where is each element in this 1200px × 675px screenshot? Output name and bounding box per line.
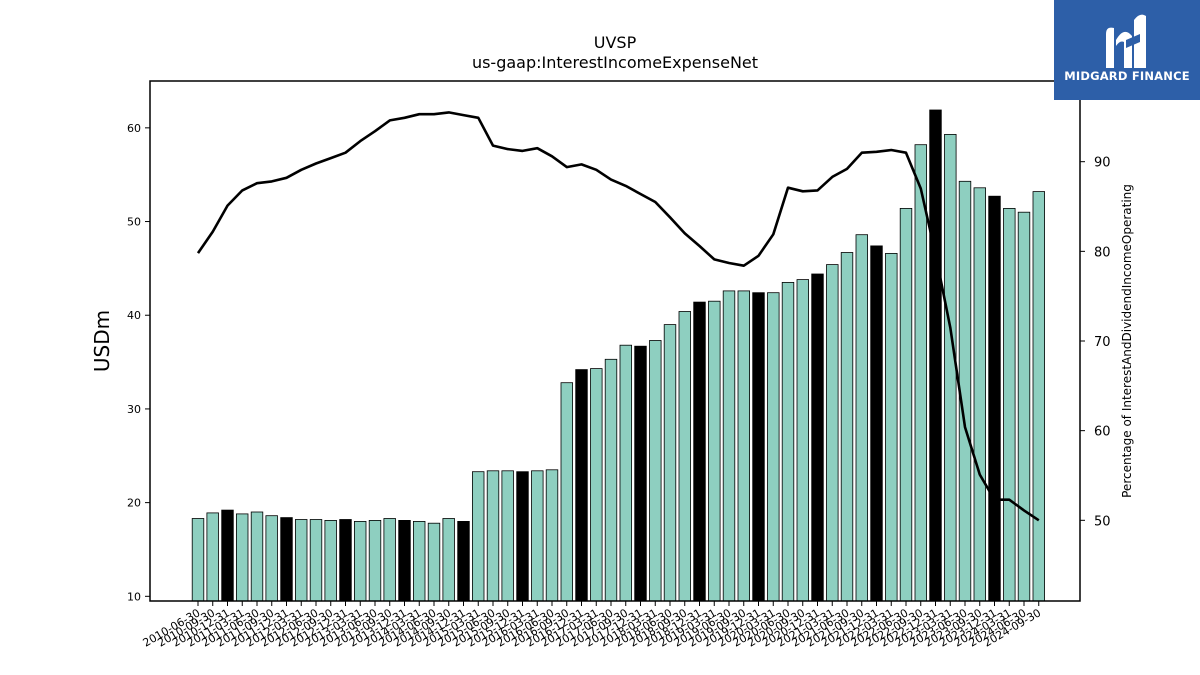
bar-2023-03-31 [944,133,957,602]
y-axis-right: 50 60 70 80 90 [1080,156,1111,529]
bar-2011-03-31 [235,513,249,602]
bar-2020-12-31 [811,273,824,602]
bar-2017-06-30 [604,358,618,602]
bar-2017-12-31 [634,345,647,602]
bar-2021-06-30 [840,252,854,602]
bar-2016-12-31 [575,369,588,602]
bar-2012-06-30 [309,519,323,602]
bar-2013-09-30 [383,518,396,602]
bar-2020-06-30 [781,281,795,602]
bar-2018-12-31 [693,301,706,602]
bar-2015-06-30 [486,470,500,602]
bar-2015-03-31 [471,471,485,602]
y2-tick-label: 70 [1094,335,1111,350]
bar-series [191,109,1046,602]
bar-2019-12-31 [752,292,765,602]
bar-2013-03-31 [353,521,367,602]
brand-logo: MIDGARD FINANCE [1054,0,1200,100]
y-tick-label: 50 [127,216,141,229]
y2-tick-label: 80 [1094,245,1111,260]
bar-2010-09-30 [206,512,219,602]
bar-2012-09-30 [324,520,337,602]
chart-subtitle: us-gaap:InterestIncomeExpenseNet [472,53,758,72]
bar-2018-09-30 [678,311,692,602]
chart-title: UVSP [594,33,637,52]
bar-2013-06-30 [368,520,382,602]
y-tick-label: 20 [127,497,141,510]
bar-2015-12-31 [516,471,529,602]
logo-text: MIDGARD FINANCE [1064,69,1190,83]
y-tick-label: 10 [127,590,141,603]
y-tick-label: 60 [127,122,141,135]
bar-2024-06-30 [1017,211,1031,602]
y-tick-label: 30 [127,403,141,416]
bar-2014-03-31 [412,521,426,602]
bar-2021-12-31 [870,245,883,602]
bar-2022-06-30 [899,207,913,602]
y2-tick-label: 60 [1094,425,1111,440]
bar-2018-03-31 [649,340,662,602]
bar-2018-06-30 [663,324,677,602]
bar-2016-06-30 [545,469,559,602]
bar-2022-03-31 [885,252,898,602]
bar-2024-03-31 [1003,207,1016,602]
bar-2020-03-31 [767,292,780,602]
y2-axis-label: Percentage of InterestAndDividendIncomeO… [1120,184,1134,498]
y2-tick-label: 90 [1094,156,1111,171]
bar-2021-09-30 [855,234,869,602]
bar-2016-09-30 [560,382,574,602]
bar-2011-09-30 [265,515,278,602]
bar-2020-09-30 [796,279,810,602]
bar-2023-12-31 [988,195,1001,602]
bar-2022-09-30 [914,144,928,602]
bar-2014-12-31 [457,521,470,602]
bar-2012-03-31 [294,519,308,602]
y-tick-label: 40 [127,309,141,322]
bar-2012-12-31 [339,519,352,602]
bar-2017-03-31 [590,368,603,602]
bar-2017-09-30 [619,344,633,602]
bar-2015-09-30 [501,470,514,602]
bar-2016-03-31 [531,470,544,602]
midgard-logo-icon [1106,14,1146,69]
bar-2011-12-31 [280,517,293,602]
line-series [196,111,1040,522]
bar-2019-06-30 [722,290,736,602]
bar-2021-03-31 [826,264,839,602]
bar-2010-06-30 [191,518,205,602]
y2-tick-label: 50 [1094,514,1111,529]
bar-2024-09-30 [1032,191,1046,602]
bar-2022-12-31 [929,109,942,602]
line-percentage [196,111,1040,522]
bar-2014-06-30 [427,522,441,602]
plot-frame [149,80,1081,602]
x-axis: 2010-06-302010-09-302010-12-312011-03-31… [141,601,1043,650]
y-axis-left: 10 20 30 40 50 60 [127,122,150,603]
y-axis-label: USDm [90,310,114,372]
bar-2019-09-30 [737,290,751,602]
bar-2013-12-31 [398,520,411,602]
bar-2023-09-30 [973,187,987,602]
bar-2014-09-30 [442,518,455,602]
bar-2011-06-30 [250,511,264,602]
bar-2010-12-31 [221,509,234,602]
bar-2019-03-31 [708,300,721,602]
